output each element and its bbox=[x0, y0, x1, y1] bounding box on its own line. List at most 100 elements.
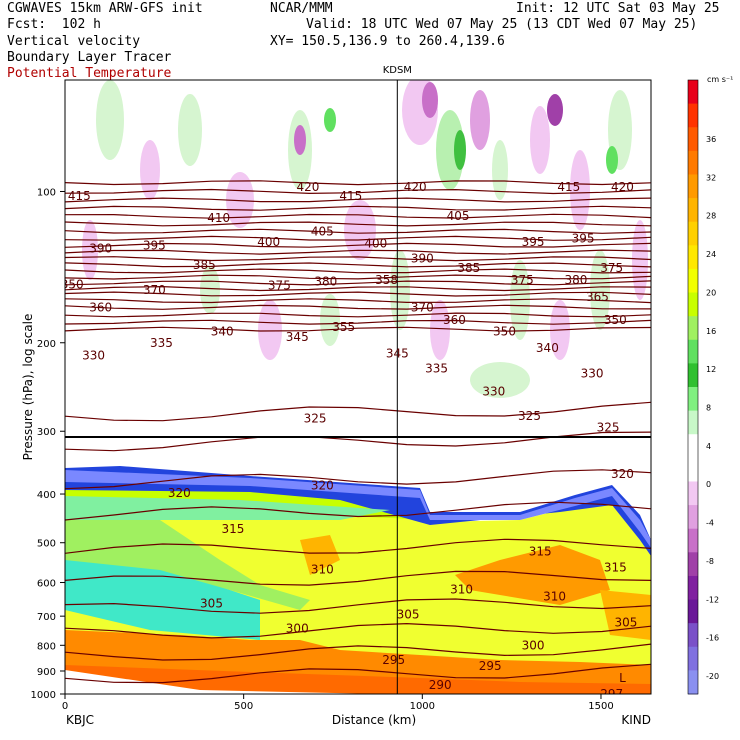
theta-contour-label: 315 bbox=[221, 522, 244, 536]
theta-contour bbox=[65, 570, 651, 586]
terrain bbox=[65, 670, 380, 694]
theta-contour-label: 350 bbox=[604, 313, 627, 327]
tropopause-light-blue bbox=[65, 470, 651, 548]
theta-contour-label: 305 bbox=[200, 596, 223, 610]
theta-contour-label: 405 bbox=[447, 209, 470, 223]
colorbar-swatch bbox=[688, 481, 698, 506]
colorbar-label: -20 bbox=[706, 672, 719, 681]
theta-contour bbox=[65, 249, 651, 255]
colorbar-label: -4 bbox=[706, 519, 714, 528]
theta-contour-label: 325 bbox=[518, 409, 541, 423]
theta-contour-label: 420 bbox=[297, 180, 320, 194]
theta-contour-label: 295 bbox=[479, 659, 502, 673]
theta-contour-label: 345 bbox=[386, 346, 409, 360]
theta-contour bbox=[65, 228, 651, 234]
colorbar: 36 32 28 24 20 16 12 8 4 0 -4 -8 -12 -16 -20 bbox=[687, 79, 719, 695]
colorbar-swatch bbox=[688, 268, 698, 294]
colorbar-label: 32 bbox=[706, 173, 716, 182]
colorbar-swatch bbox=[688, 410, 698, 435]
theta-contour-label: 358 bbox=[375, 273, 398, 287]
theta-contour-label: 415 bbox=[68, 189, 91, 203]
colorbar-swatch bbox=[688, 316, 698, 341]
surface-red-orange-layer bbox=[65, 665, 651, 694]
x-tick-label: 1000 bbox=[410, 701, 435, 712]
colorbar-swatch bbox=[688, 387, 698, 412]
colorbar-swatch bbox=[688, 599, 698, 624]
theta-contour-label: 315 bbox=[529, 544, 552, 558]
theta-contour bbox=[65, 262, 651, 268]
theta-contour-label: 420 bbox=[611, 180, 634, 194]
colorbar-label: 4 bbox=[706, 442, 711, 451]
field-label-potential-temperature: Potential Temperature bbox=[7, 66, 172, 81]
theta-contour bbox=[65, 598, 651, 614]
colorbar-label: -16 bbox=[706, 634, 719, 643]
potential-temperature-contours bbox=[65, 180, 651, 684]
left-endpoint-label: KBJC bbox=[66, 713, 94, 727]
y-tick-label: 500 bbox=[37, 539, 56, 550]
theta-contour-label: 297 bbox=[600, 687, 623, 701]
cross-section-endpoints: XY= 150.5,136.9 to 260.4,139.6 bbox=[270, 34, 505, 49]
theta-contour-label: 300 bbox=[286, 621, 309, 635]
theta-contour-label: 305 bbox=[615, 615, 638, 629]
y-tick-label: 600 bbox=[37, 579, 56, 590]
theta-contour bbox=[65, 285, 651, 292]
theta-contour bbox=[65, 180, 651, 186]
y-axis: 100 200 300 400 500 600 700 800 900 1000 bbox=[31, 187, 65, 701]
colorbar-swatch bbox=[688, 434, 698, 459]
colorbar-swatch bbox=[688, 646, 698, 671]
x-tick-label: 500 bbox=[234, 701, 253, 712]
colorbar-label: -12 bbox=[706, 595, 719, 604]
colorbar-swatch bbox=[688, 198, 698, 223]
colorbar-swatch bbox=[688, 80, 698, 105]
theta-contour-label: 325 bbox=[304, 412, 327, 426]
theta-contour-label: 415 bbox=[557, 180, 580, 194]
theta-contour bbox=[65, 304, 651, 310]
theta-contour-label: 340 bbox=[211, 325, 234, 339]
colorbar-label: 28 bbox=[706, 212, 716, 221]
theta-contour bbox=[65, 268, 651, 274]
colorbar-swatch bbox=[688, 292, 698, 317]
theta-contour bbox=[65, 188, 651, 195]
theta-contour bbox=[65, 319, 651, 325]
theta-contour-label: 320 bbox=[168, 486, 191, 500]
theta-contour bbox=[65, 197, 651, 203]
y-tick-label: 400 bbox=[37, 490, 56, 501]
y-tick-label: 900 bbox=[37, 667, 56, 678]
theta-contour bbox=[65, 205, 651, 211]
theta-contour-label: 390 bbox=[89, 242, 112, 256]
y-tick-label: 700 bbox=[37, 612, 56, 623]
theta-contour-label: 380 bbox=[314, 274, 337, 288]
colorbar-swatch bbox=[688, 528, 698, 553]
theta-contour bbox=[65, 291, 651, 297]
theta-contour-label: 415 bbox=[339, 189, 362, 203]
theta-contour-label: 370 bbox=[411, 300, 434, 314]
x-axis: 0 500 1000 1500 bbox=[62, 694, 614, 712]
theta-contour-label: 400 bbox=[364, 237, 387, 251]
model-title: CGWAVES 15km ARW-GFS init bbox=[7, 1, 203, 16]
theta-contour-label: 325 bbox=[597, 421, 620, 435]
theta-contour-label: 390 bbox=[411, 252, 434, 266]
organization: NCAR/MMM bbox=[270, 1, 333, 16]
plot-frame bbox=[64, 79, 652, 695]
theta-contour-label: 335 bbox=[150, 336, 173, 350]
y-tick-label: 100 bbox=[37, 187, 56, 198]
x-tick-label: 1500 bbox=[588, 701, 613, 712]
theta-contour bbox=[65, 469, 651, 490]
x-tick-label: 0 bbox=[62, 701, 68, 712]
valid-time: Valid: 18 UTC Wed 07 May 25 (13 CDT Wed … bbox=[306, 17, 698, 32]
theta-contour-label: 300 bbox=[522, 638, 545, 652]
colorbar-label: 12 bbox=[706, 365, 716, 374]
field-label-boundary-layer-tracer: Boundary Layer Tracer bbox=[7, 50, 172, 65]
theta-contour-label: 420 bbox=[404, 180, 427, 194]
colorbar-frame bbox=[687, 79, 699, 695]
theta-contour bbox=[65, 256, 651, 262]
init-time: Init: 12 UTC Sat 03 May 25 bbox=[516, 1, 720, 16]
theta-contour-label: 360 bbox=[89, 300, 112, 314]
theta-contour bbox=[65, 663, 651, 684]
theta-contour-label: 400 bbox=[257, 235, 280, 249]
theta-contour-label: 350 bbox=[61, 277, 84, 291]
theta-contour bbox=[65, 221, 651, 227]
colorbar-swatch bbox=[688, 457, 698, 482]
colorbar-label: -8 bbox=[706, 557, 714, 566]
